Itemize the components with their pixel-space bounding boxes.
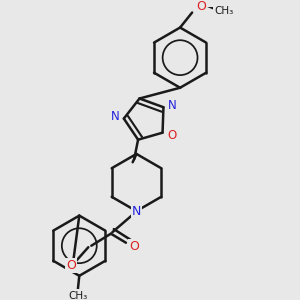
Text: O: O <box>129 240 139 253</box>
Text: O: O <box>168 129 177 142</box>
Text: N: N <box>132 205 141 218</box>
Text: CH₃: CH₃ <box>68 291 87 300</box>
Text: N: N <box>110 110 119 123</box>
Text: O: O <box>196 0 206 13</box>
Text: N: N <box>168 99 177 112</box>
Text: O: O <box>66 259 76 272</box>
Text: CH₃: CH₃ <box>214 6 233 16</box>
